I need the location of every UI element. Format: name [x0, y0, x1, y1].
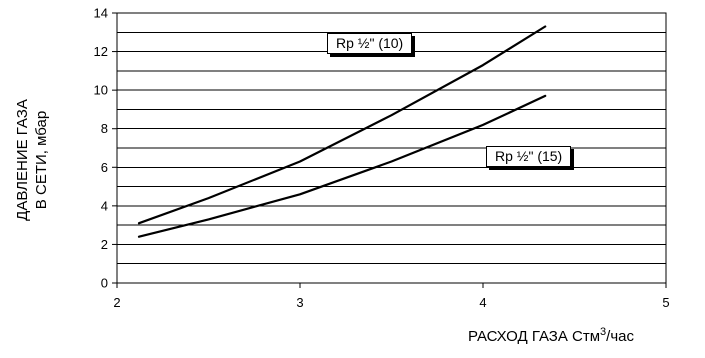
y-tick-label: 8: [101, 121, 108, 136]
y-tick-label: 2: [101, 237, 108, 252]
x-tick-label: 2: [113, 295, 120, 310]
series-label-box: Rp ½" (15): [486, 146, 572, 167]
series-line: [137, 25, 547, 225]
series-line: [137, 94, 547, 238]
y-tick-label: 12: [94, 44, 108, 59]
x-axis-label-main: РАСХОД ГАЗА Стм: [468, 328, 601, 345]
x-axis-label: РАСХОД ГАЗА Стм3/час: [468, 326, 634, 345]
y-tick-label: 14: [94, 6, 108, 21]
y-tick-label: 4: [101, 198, 108, 213]
series-label-box: Rp ½" (10): [327, 33, 413, 54]
x-tick-label: 4: [479, 295, 486, 310]
x-axis-ticks: 2 3 4 5: [113, 283, 670, 310]
x-tick-label: 3: [296, 295, 303, 310]
x-axis-label-unit: /час: [606, 328, 634, 345]
series-label-text: Rp ½" (15): [495, 148, 563, 164]
y-tick-label: 0: [101, 276, 108, 291]
plot-frame: [116, 12, 667, 284]
x-axis-label-superscript: 3: [600, 326, 607, 338]
x-tick-label: 5: [662, 295, 669, 310]
series-label-text: Rp ½" (10): [336, 35, 404, 51]
y-axis-ticks: 0 2 4 6 8 10 12 14: [94, 6, 117, 291]
y-axis-label-line1: ДАВЛЕНИЕ ГАЗА: [14, 99, 31, 221]
y-tick-label: 10: [94, 83, 108, 98]
y-tick-label: 6: [101, 160, 108, 175]
data-series: [137, 25, 547, 238]
y-axis-label-line2: В СЕТИ, мбар: [33, 111, 50, 209]
